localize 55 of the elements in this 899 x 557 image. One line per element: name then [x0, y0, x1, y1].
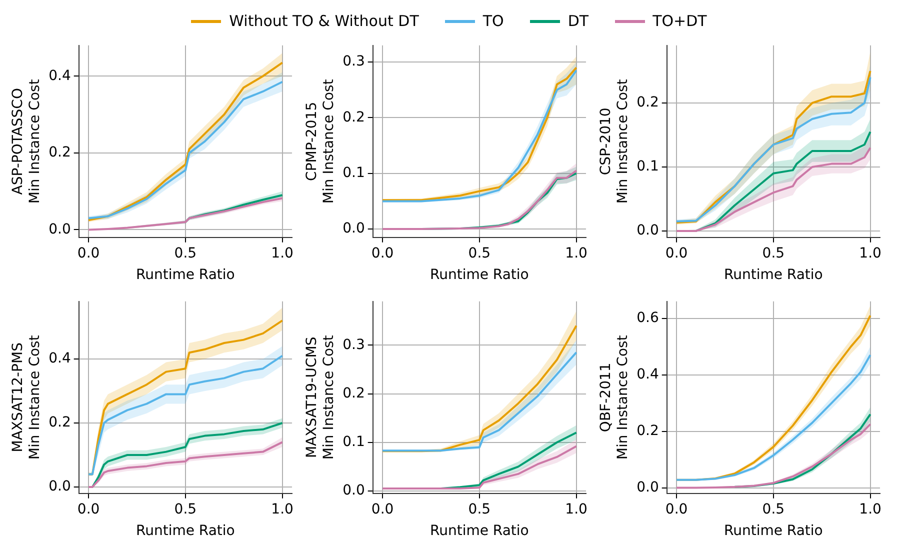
- y-tick-label: 0.3: [342, 336, 365, 353]
- x-tick-label: 0.0: [371, 501, 394, 518]
- y-tick-label: 0.2: [48, 414, 71, 431]
- x-tick-label: 0.0: [665, 501, 688, 518]
- x-tick-label: 0.5: [762, 245, 785, 262]
- legend-label: Without TO & Without DT: [229, 12, 419, 30]
- x-tick-label: 0.0: [371, 245, 394, 262]
- x-axis-title: Runtime Ratio: [136, 267, 235, 284]
- y-tick-label: 0.0: [48, 478, 71, 495]
- y-tick-label: 0.4: [48, 68, 71, 84]
- y-tick-label: 0.6: [636, 310, 659, 326]
- y-tick-label: 0.4: [48, 350, 71, 367]
- y-tick-label: 0.0: [342, 220, 365, 237]
- x-axis-title: Runtime Ratio: [430, 267, 529, 284]
- y-tick-label: 0.2: [636, 94, 659, 111]
- x-axis-title: Runtime Ratio: [430, 523, 529, 540]
- x-tick-label: 1.0: [565, 501, 588, 518]
- x-tick-label: 0.0: [665, 245, 688, 262]
- y-tick-label: 0.0: [342, 482, 365, 499]
- y-axis-title: ASP-POTASSCO Min Instance Cost: [10, 78, 43, 204]
- y-tick-label: 0.2: [636, 422, 659, 439]
- x-tick-label: 1.0: [271, 245, 294, 262]
- y-axis-title: MAXSAT19-UCMS Min Instance Cost: [304, 334, 337, 460]
- y-tick-label: 0.4: [636, 366, 659, 382]
- x-tick-label: 0.0: [77, 501, 100, 518]
- legend-label: TO+DT: [652, 12, 707, 30]
- x-tick-label: 0.5: [174, 501, 197, 518]
- y-tick-label: 0.0: [48, 221, 71, 238]
- y-axis-title: QBF-2011 Min Instance Cost: [598, 334, 631, 460]
- x-axis-title: Runtime Ratio: [724, 523, 823, 540]
- x-tick-label: 0.5: [174, 245, 197, 262]
- x-tick-label: 1.0: [859, 501, 882, 518]
- legend-label: TO: [482, 12, 504, 30]
- y-tick-label: 0.1: [636, 158, 659, 175]
- y-tick-label: 0.2: [342, 109, 365, 126]
- y-tick-label: 0.0: [636, 222, 659, 239]
- y-axis-title: MAXSAT12-PMS Min Instance Cost: [10, 334, 43, 460]
- x-tick-label: 1.0: [565, 245, 588, 262]
- y-tick-label: 0.1: [342, 434, 365, 450]
- x-axis-title: Runtime Ratio: [724, 267, 823, 284]
- x-tick-label: 0.5: [468, 501, 491, 518]
- x-axis-title: Runtime Ratio: [136, 523, 235, 540]
- y-axis-title: CSP-2010 Min Instance Cost: [598, 78, 631, 204]
- y-tick-label: 0.2: [342, 385, 365, 402]
- legend-label: DT: [568, 12, 589, 30]
- y-tick-label: 0.2: [48, 144, 71, 161]
- x-tick-label: 0.0: [77, 245, 100, 262]
- x-tick-label: 0.5: [468, 245, 491, 262]
- y-axis-title: CPMP-2015 Min Instance Cost: [304, 78, 337, 204]
- x-tick-label: 0.5: [762, 501, 785, 518]
- x-tick-label: 1.0: [859, 245, 882, 262]
- y-tick-label: 0.0: [636, 479, 659, 496]
- y-tick-label: 0.1: [342, 165, 365, 182]
- x-tick-label: 1.0: [271, 501, 294, 518]
- y-tick-label: 0.3: [342, 54, 365, 70]
